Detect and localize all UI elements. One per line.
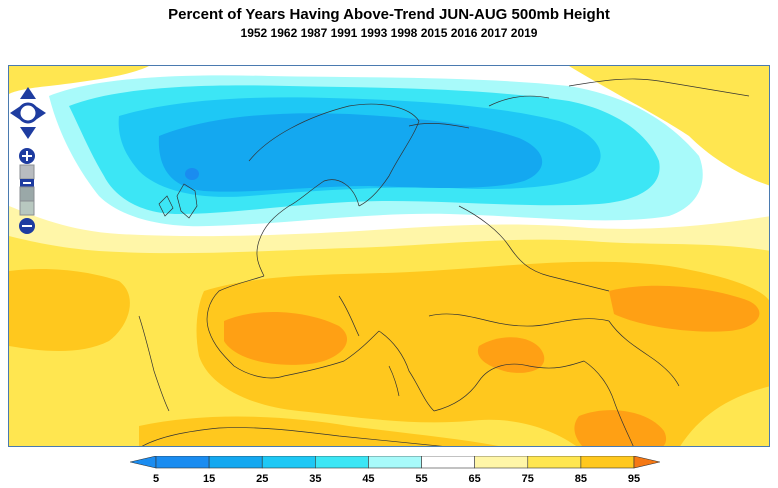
pan-control[interactable] (10, 87, 46, 144)
legend-box (421, 456, 475, 469)
legend-tick-label: 45 (362, 473, 374, 485)
color-legend: 5 15 25 35 45 55 65 75 85 95 (130, 456, 660, 486)
map-title: Percent of Years Having Above-Trend JUN-… (168, 6, 610, 23)
field-75-nw (9, 66, 149, 94)
map-panel[interactable] (8, 65, 770, 447)
legend-tick-label: 25 (256, 473, 268, 485)
legend-box (155, 456, 210, 469)
legend-tick-label: 75 (522, 473, 534, 485)
legend-tick-label: 35 (309, 473, 321, 485)
zoom-control[interactable] (16, 147, 38, 242)
legend-box (261, 456, 316, 469)
anomaly-map (9, 66, 769, 446)
legend-tick-label: 95 (628, 473, 640, 485)
legend-tick-label: 65 (469, 473, 481, 485)
field-85-south (139, 416, 499, 446)
years-subtitle: 1952 1962 1987 1991 1993 1998 2015 2016 … (240, 26, 538, 40)
legend-bar: 5 15 25 35 45 55 65 75 85 95 (130, 456, 660, 485)
field-15 (158, 113, 543, 192)
legend-box (580, 456, 635, 469)
field-95-mideast (574, 410, 667, 446)
field-75-ne (569, 66, 769, 186)
legend-box (315, 456, 369, 469)
legend-over-arrow (633, 456, 660, 469)
zoom-slider[interactable] (16, 147, 38, 237)
legend-tick-label: 55 (415, 473, 427, 485)
legend-tick-label: 15 (203, 473, 215, 485)
field-95-spain (224, 311, 348, 365)
legend-box (527, 456, 582, 469)
field-5 (185, 168, 199, 180)
legend-box (368, 456, 422, 469)
legend-tick-label: 5 (153, 473, 159, 485)
field-95-turkey (477, 337, 545, 373)
legend-box (208, 456, 263, 469)
pan-arrows-icon[interactable] (10, 87, 46, 139)
field-85-west (9, 269, 130, 351)
coastlines (138, 78, 750, 446)
legend-tick-label: 85 (575, 473, 587, 485)
legend-box (474, 456, 529, 469)
field-95-caucasus (609, 285, 760, 332)
legend-under-arrow (130, 456, 157, 469)
